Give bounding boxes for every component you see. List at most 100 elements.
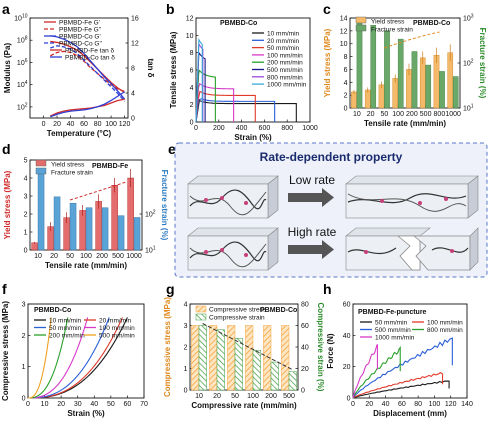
panel-label-d: d	[2, 141, 11, 157]
tick-exponent: 4	[25, 80, 28, 86]
bar-yield-d	[127, 177, 134, 251]
bar-yield-c	[351, 91, 357, 109]
y-axis-label-c: Yield stress (MPa)	[323, 28, 332, 97]
panel-label-h: h	[323, 281, 332, 297]
bar-yield-c	[419, 57, 426, 109]
y-axis-label-f: Compressive stress (MPa)	[1, 301, 10, 401]
y-tick-label-d-left: 0	[24, 248, 28, 255]
bar-yield-d	[79, 210, 86, 251]
y-axis-label-d: Yield stress (MPa)	[3, 170, 12, 239]
x-axis-label-a: Temperature (°C)	[47, 129, 112, 138]
legend-label-a: PBMBD-Fe G''	[59, 27, 101, 34]
legend-label-f: 50 mm/min	[49, 325, 82, 332]
bar-yield-c	[378, 84, 385, 109]
y-tick-label-f-left: 3	[22, 302, 26, 309]
x-tick-label-f: 10	[41, 401, 49, 408]
bar-stress-g	[245, 325, 254, 391]
y-tick-label-c-left: 12	[340, 28, 348, 35]
x-tick-label-g: 20	[213, 393, 221, 400]
bar-strain-g	[288, 371, 297, 391]
chart-title-g: PBMBD-Co	[260, 307, 297, 314]
tick-exponent: 6	[25, 58, 28, 64]
x-tick-label-g: 50	[231, 393, 239, 400]
x-tick-label-b: 400	[236, 125, 248, 132]
low-rate-before-block	[187, 175, 279, 219]
plot-frame-h	[352, 303, 468, 399]
y-tick-label-g-right: 20	[301, 366, 309, 373]
x-tick-label-g: 100	[247, 393, 259, 400]
y-tick-label-h-left: 40	[343, 333, 351, 340]
bar-yield-c	[364, 89, 371, 109]
trend-arrow-d	[69, 181, 127, 201]
bar-yield-c	[392, 78, 399, 109]
y2-axis-label-g: Compressive strain (%)	[316, 303, 325, 392]
x-tick-label-c: 800	[434, 111, 446, 118]
x-axis-label-c: Tensile rate (mm/min)	[364, 119, 446, 128]
x-tick-label-b: 600	[259, 125, 271, 132]
legend-swatch-g	[195, 305, 207, 313]
y-tick-label-g-left: 4	[184, 302, 188, 309]
x-axis-label-d: Tensile rate (mm/min)	[45, 261, 127, 270]
y-tick-label-c-left: 10	[340, 41, 348, 48]
series-line-b	[195, 37, 203, 123]
x-tick-label-f: 70	[140, 401, 148, 408]
tick-exponent: 10	[22, 14, 28, 20]
y-tick-label-g-right: 0	[301, 388, 305, 395]
x-axis-label-g: Compressive rate (mm/min)	[191, 401, 297, 410]
y-tick-label-a: 106	[17, 58, 28, 67]
x-tick-label-g: 10	[195, 393, 203, 400]
series-line-h	[352, 372, 444, 399]
legend-swatch-d	[35, 167, 47, 175]
x-tick-label-a: 0	[42, 121, 46, 128]
series-line-f	[27, 317, 69, 399]
series-line-a	[50, 45, 126, 102]
series-line-h	[352, 344, 378, 399]
y-tick-label-b-left: 2	[190, 102, 194, 109]
x-tick-label-c: 1000	[445, 111, 461, 118]
x-tick-label-d: 1000	[126, 253, 142, 260]
x-tick-label-d: 10	[34, 253, 42, 260]
x-tick-label-d: 200	[96, 253, 108, 260]
tick-exponent: 2	[153, 210, 156, 216]
y-tick-label-b-left: 4	[190, 85, 194, 92]
high-rate-label: High rate	[288, 225, 337, 239]
y-tick-label-d-left: 3	[24, 194, 28, 201]
tick-exponent: 1	[153, 246, 156, 252]
legend-label-b: 1000 mm/min	[267, 82, 307, 89]
series-line-h	[352, 380, 450, 399]
y2-axis-label-d: Fracture strain (%)	[160, 170, 169, 241]
x-tick-label-h: 100	[429, 401, 441, 408]
y-tick-label-c-left: 4	[344, 80, 348, 87]
y-tick-label-d-left: 5	[24, 158, 28, 165]
bar-strain-c	[356, 20, 363, 109]
y2-tick-label-a: 12	[131, 41, 139, 48]
legend-label-g: Compressive stress	[209, 307, 267, 314]
x-tick-label-c: 100	[392, 111, 404, 118]
y-tick-label-c-left: 14	[340, 16, 348, 23]
bar-strain-d	[53, 196, 61, 251]
bar-stress-g	[191, 325, 200, 391]
bar-strain-g	[216, 329, 225, 391]
x-axis-label-h: Displacement (mm)	[373, 409, 447, 418]
y-tick-label-g-right: 80	[301, 302, 309, 309]
legend-label-d: Fracture strain	[51, 170, 93, 177]
bar-yield-d	[31, 242, 38, 251]
y-axis-label-a: Modulus (Pa)	[3, 43, 12, 94]
tick-exponent: 8	[25, 36, 28, 42]
legend-label-h: 800 mm/min	[427, 327, 463, 334]
x-tick-label-a: 20	[53, 121, 61, 128]
series-line-f	[27, 317, 110, 399]
x-tick-label-g: 200	[265, 393, 277, 400]
tick-exponent: 2	[471, 59, 474, 65]
x-tick-label-f: 20	[57, 401, 65, 408]
y2-tick-label-a: 8	[131, 66, 135, 73]
trend-arrow-c	[384, 31, 440, 49]
low-rate-label: Low rate	[289, 173, 335, 187]
panel-label-g: g	[166, 281, 175, 297]
series-line-b	[195, 99, 297, 123]
y2-tick-label-d: 101	[145, 246, 156, 255]
y-tick-label-b-left: 12	[186, 16, 194, 23]
legend-label-a: PBMBD-Fe tan δ	[65, 48, 115, 55]
tick-exponent: 2	[25, 102, 28, 108]
